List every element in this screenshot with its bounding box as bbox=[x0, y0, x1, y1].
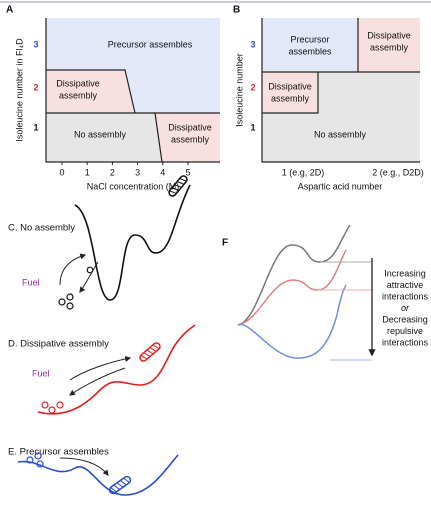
page: A Precursor assembles Dissipative assemb… bbox=[0, 0, 431, 519]
region-label: assembly bbox=[370, 42, 409, 52]
annotation-line: attractive bbox=[387, 280, 424, 290]
panel-c: C. No assembly Fuel bbox=[8, 175, 190, 309]
monomers bbox=[42, 402, 63, 413]
x-tick-label: 0 bbox=[59, 167, 64, 177]
region-label: No assembly bbox=[314, 129, 367, 139]
panel-title: E. Precursor assembles bbox=[8, 447, 109, 458]
region-label: assembly bbox=[59, 90, 98, 100]
region-label: assembly bbox=[171, 134, 210, 144]
x-axis-title: Aspartic acid number bbox=[298, 181, 383, 191]
annotation-line: Decreasing bbox=[382, 314, 428, 324]
x-ticks: 0 1 2 3 4 5 bbox=[59, 162, 190, 177]
annotation-line: interactions bbox=[382, 337, 429, 347]
panel-title: D. Dissipative assembly bbox=[8, 339, 109, 350]
panel-title: C. No assembly bbox=[8, 223, 75, 234]
y-tick-label: 3 bbox=[33, 39, 38, 49]
y-tick-label: 3 bbox=[250, 39, 255, 49]
annotation-line: repulsive bbox=[387, 326, 423, 336]
region-label: Dissipative bbox=[268, 81, 312, 91]
y-tick-label: 2 bbox=[250, 82, 255, 92]
x-tick-label: 2 bbox=[110, 167, 115, 177]
panel-d: D. Dissipative assembly Fuel bbox=[8, 325, 195, 414]
region-label: No assembly bbox=[74, 129, 127, 139]
x-tick-label: 4 bbox=[160, 167, 165, 177]
panel-f: F IncreasingattractiveinteractionsorDecr… bbox=[222, 225, 429, 360]
annotation-line: or bbox=[401, 303, 410, 313]
region-label: assembly bbox=[271, 93, 310, 103]
fuel-label: Fuel bbox=[22, 277, 40, 287]
panel-label: F bbox=[222, 238, 228, 249]
panel-e: E. Precursor assembles bbox=[8, 447, 178, 495]
energy-curve bbox=[238, 250, 346, 325]
region bbox=[262, 18, 358, 72]
fuel-label: Fuel bbox=[32, 368, 50, 378]
arrow bbox=[60, 255, 85, 285]
figure: A Precursor assembles Dissipative assemb… bbox=[0, 0, 431, 519]
y-tick-label: 1 bbox=[250, 122, 255, 132]
x-tick-label: 1 (e.g, 2D) bbox=[282, 167, 325, 177]
x-axis-title: NaCl concentration (M) bbox=[87, 181, 180, 191]
annotation-line: Increasing bbox=[384, 268, 426, 278]
energy-curve bbox=[75, 185, 190, 300]
region-label: Dissipative bbox=[367, 30, 411, 40]
panel-a: A Precursor assembles Dissipative assemb… bbox=[6, 5, 220, 192]
region-label: assembles bbox=[288, 46, 332, 56]
region-label: Precursor assembles bbox=[108, 39, 193, 49]
x-tick-label: 5 bbox=[185, 167, 190, 177]
x-tick-label: 2 (e.g., D2D) bbox=[372, 167, 424, 177]
energy-curve bbox=[238, 225, 350, 325]
arrow bbox=[80, 262, 98, 292]
panel-label: A bbox=[6, 5, 13, 16]
x-tick-label: 1 bbox=[85, 167, 90, 177]
y-tick-label: 2 bbox=[33, 82, 38, 92]
helix bbox=[139, 342, 162, 363]
arrow bbox=[60, 458, 108, 475]
region-label: Dissipative bbox=[56, 78, 100, 88]
region-label: Precursor bbox=[290, 34, 329, 44]
y-tick-label: 1 bbox=[33, 122, 38, 132]
panel-label: B bbox=[233, 5, 240, 16]
energy-curve bbox=[238, 285, 346, 358]
y-axis-title: Isoleucine number bbox=[234, 53, 244, 127]
monomers bbox=[59, 267, 93, 309]
annotation: IncreasingattractiveinteractionsorDecrea… bbox=[382, 268, 429, 347]
energy-curve bbox=[18, 455, 178, 495]
panel-b: B Precursor assembles Dissipative assemb… bbox=[233, 5, 424, 192]
annotation-line: interactions bbox=[382, 291, 429, 301]
y-axis-title: Isoleucine number in Fl₄D bbox=[14, 38, 24, 142]
x-tick-label: 3 bbox=[135, 167, 140, 177]
region-label: Dissipative bbox=[168, 122, 212, 132]
